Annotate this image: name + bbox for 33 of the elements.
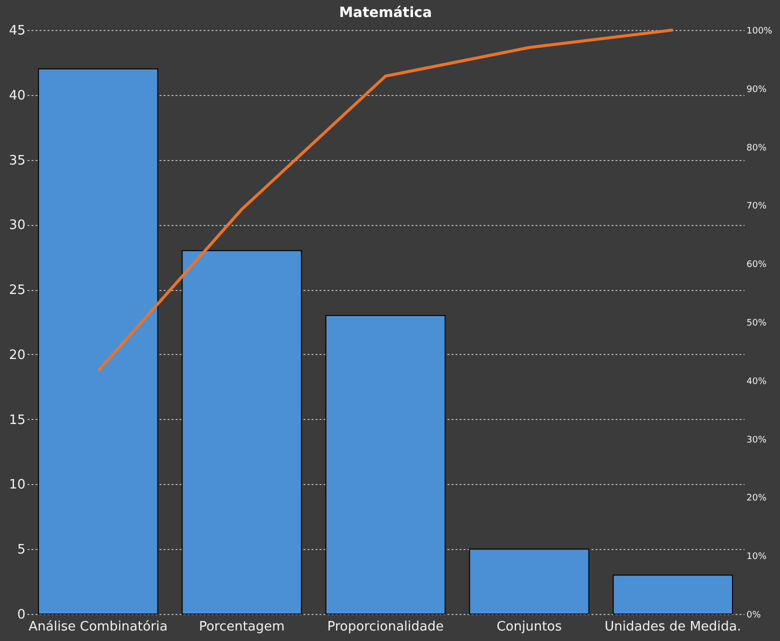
y2-tick-label: 10%: [746, 552, 767, 562]
y-tick-label: 45: [8, 24, 26, 38]
y-tick-label: 5: [17, 542, 26, 558]
chart-title: Matemática: [339, 5, 432, 21]
bar: [325, 315, 446, 614]
bar: [182, 250, 302, 614]
y2-tick-label: 20%: [746, 494, 767, 504]
y2-tick-label: 60%: [746, 260, 767, 270]
y-tick-label: 35: [8, 153, 26, 168]
y2-tick-label: 30%: [746, 435, 767, 446]
x-tick-label: Análise Combinatória: [28, 620, 168, 634]
y2-tick-label: 80%: [746, 143, 767, 154]
x-tick-label: Porcentagem: [198, 620, 285, 634]
x-tick-label: Conjuntos: [496, 620, 562, 634]
bar: [469, 548, 590, 614]
y-tick-label: 0: [17, 608, 26, 622]
y-tick-label: 10: [8, 478, 26, 493]
y-tick-label: 25: [8, 283, 26, 298]
y-tick-label: 40: [8, 88, 26, 104]
bar: [38, 68, 158, 614]
y2-tick-label: 50%: [746, 318, 767, 328]
y2-tick-label: 90%: [746, 84, 767, 95]
x-tick-label: Proporcionalidade: [327, 620, 444, 634]
y2-tick-label: 0%: [746, 610, 762, 620]
y2-tick-label: 100%: [746, 26, 773, 36]
bar: [612, 574, 734, 614]
y-tick-label: 30: [8, 218, 26, 234]
x-tick-label: Unidades de Medida.: [604, 620, 742, 634]
y-tick-label: 20: [8, 348, 26, 363]
line-series: [96, 28, 674, 373]
y2-tick-label: 70%: [746, 202, 767, 212]
y-tick-label: 15: [8, 412, 26, 428]
y2-tick-label: 40%: [746, 376, 767, 387]
